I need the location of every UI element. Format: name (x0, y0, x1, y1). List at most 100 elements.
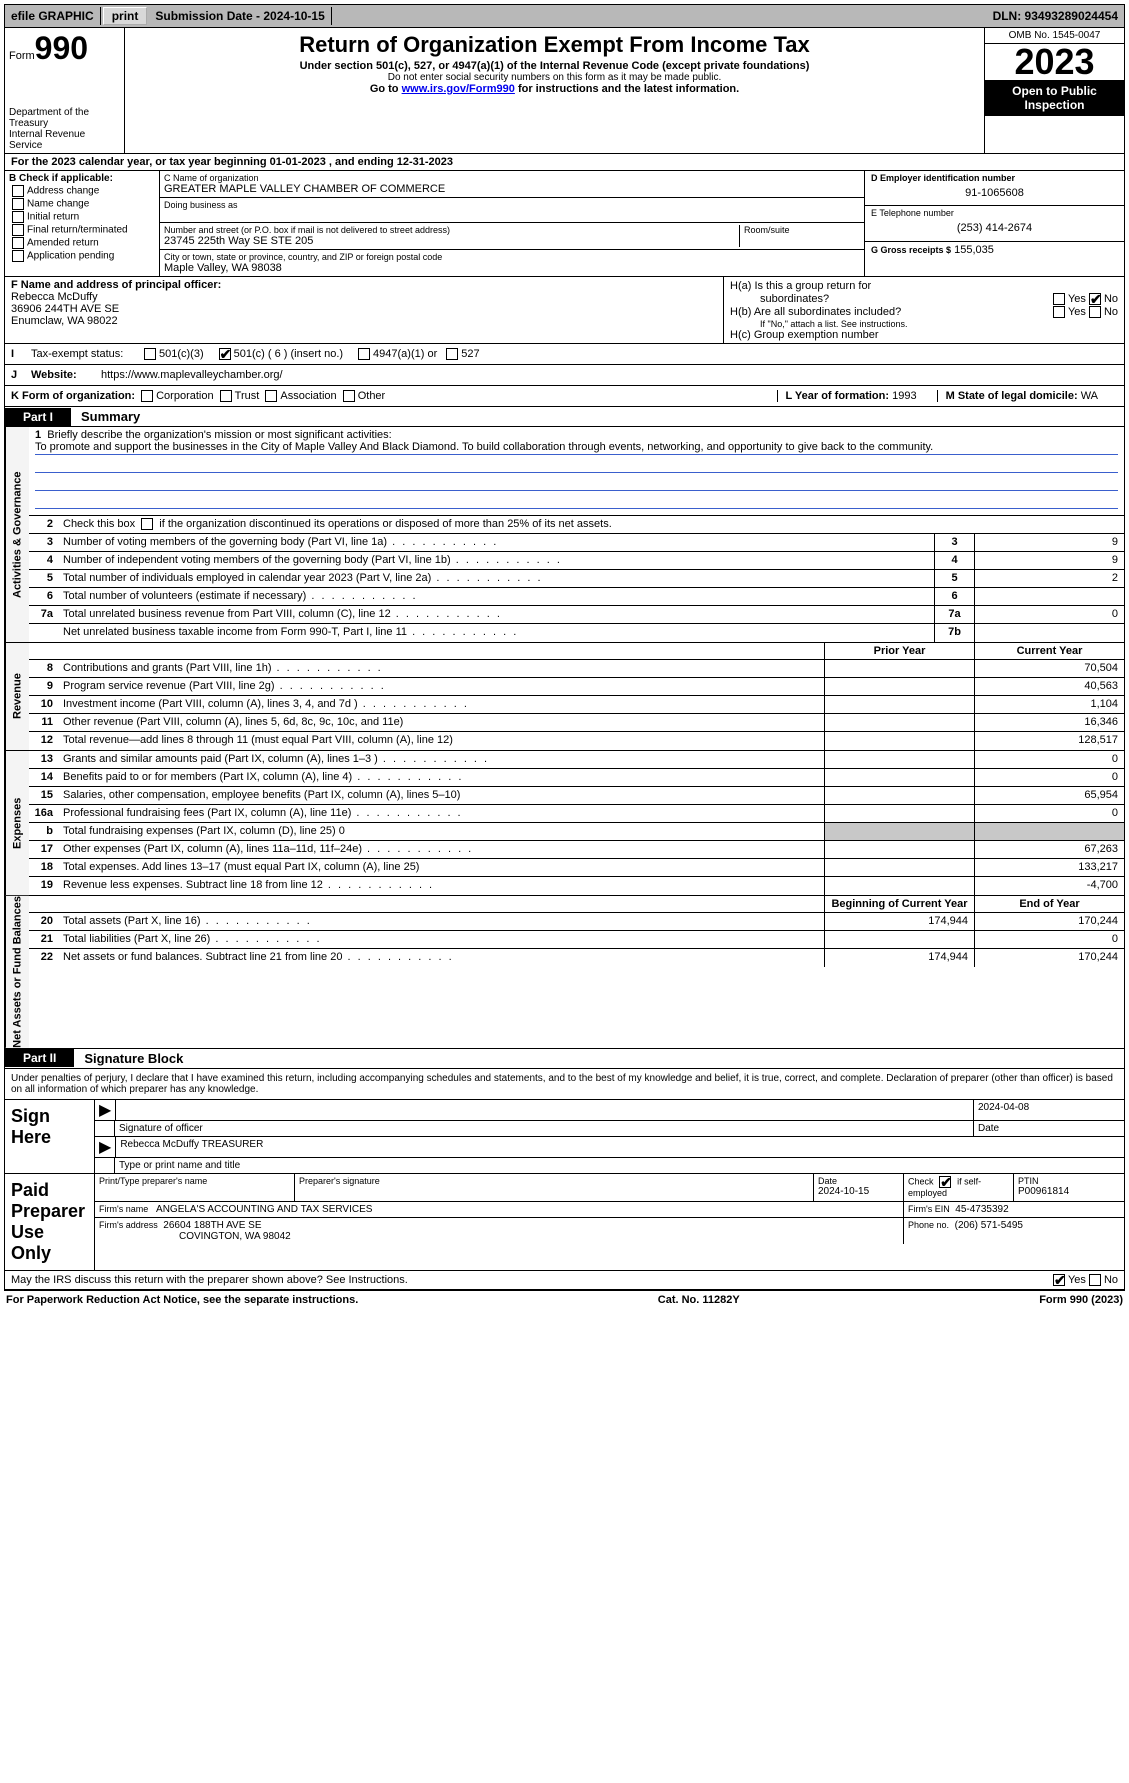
cb-501c[interactable] (219, 348, 231, 360)
discuss-row: May the IRS discuss this return with the… (4, 1271, 1125, 1290)
k-label: K Form of organization: (11, 390, 135, 402)
hdr-prior: Prior Year (824, 643, 974, 659)
cb-trust[interactable] (220, 390, 232, 402)
firm-addr-label: Firm's address (99, 1220, 158, 1230)
val-20p: 174,944 (824, 913, 974, 930)
cb-assoc[interactable] (265, 390, 277, 402)
val-10: 1,104 (974, 696, 1124, 713)
paid-preparer-label: Paid Preparer Use Only (5, 1174, 95, 1270)
line-21: Total liabilities (Part X, line 26) (59, 931, 824, 948)
prep-name-label: Print/Type preparer's name (99, 1176, 290, 1186)
cb-final[interactable]: Final return/terminated (9, 224, 155, 236)
val-5: 2 (974, 570, 1124, 587)
discuss-no[interactable] (1089, 1274, 1101, 1286)
org-name: GREATER MAPLE VALLEY CHAMBER OF COMMERCE (164, 183, 860, 195)
section-fh: F Name and address of principal officer:… (4, 277, 1125, 344)
website-label: Website: (31, 369, 101, 381)
hb-label: H(b) Are all subordinates included? (730, 306, 1050, 318)
ha-no[interactable] (1089, 293, 1101, 305)
box-f: F Name and address of principal officer:… (5, 277, 724, 343)
line-9: Program service revenue (Part VIII, line… (59, 678, 824, 695)
val-8c: 70,504 (974, 660, 1124, 677)
val-19: -4,700 (974, 877, 1124, 895)
officer-signature[interactable] (116, 1100, 974, 1120)
val-20c: 170,244 (974, 913, 1124, 930)
irs-link[interactable]: www.irs.gov/Form990 (402, 83, 515, 95)
line-7b: Net unrelated business taxable income fr… (59, 624, 934, 642)
subtitle-2: Do not enter social security numbers on … (129, 72, 980, 83)
footer-right: Form 990 (2023) (1039, 1294, 1123, 1306)
vtab-governance: Activities & Governance (5, 427, 29, 642)
goto-suffix: for instructions and the latest informat… (515, 83, 739, 95)
val-12: 128,517 (974, 732, 1124, 750)
val-6 (974, 588, 1124, 605)
vtab-revenue: Revenue (5, 643, 29, 750)
line-18: Total expenses. Add lines 13–17 (must eq… (59, 859, 824, 876)
ein-label: D Employer identification number (871, 173, 1118, 183)
line-7a: Total unrelated business revenue from Pa… (59, 606, 934, 623)
line-a: For the 2023 calendar year, or tax year … (4, 154, 1125, 171)
box-b: B Check if applicable: Address change Na… (5, 171, 160, 276)
org-name-label: C Name of organization (164, 173, 860, 183)
box-b-label: B Check if applicable: (9, 173, 155, 184)
firm-addr2: COVINGTON, WA 98042 (99, 1231, 291, 1242)
prep-date-label: Date (818, 1176, 899, 1186)
revenue-section: Revenue Prior YearCurrent Year 8Contribu… (4, 643, 1125, 751)
val-3: 9 (974, 534, 1124, 551)
cb-527[interactable] (446, 348, 458, 360)
m-label: M State of legal domicile: (946, 390, 1078, 402)
activities-governance: Activities & Governance 1 Briefly descri… (4, 427, 1125, 643)
line-6: Total number of volunteers (estimate if … (59, 588, 934, 605)
line-16b: Total fundraising expenses (Part IX, col… (59, 823, 824, 840)
type-name-label: Type or print name and title (115, 1158, 1124, 1173)
val-15: 65,954 (974, 787, 1124, 804)
line-13: Grants and similar amounts paid (Part IX… (59, 751, 824, 768)
cb-pending[interactable]: Application pending (9, 250, 155, 262)
line-3: Number of voting members of the governin… (59, 534, 934, 551)
val-18: 133,217 (974, 859, 1124, 876)
irs-label: Internal Revenue Service (9, 129, 120, 151)
cb-4947[interactable] (358, 348, 370, 360)
header-right: OMB No. 1545-0047 2023 Open to Public In… (984, 28, 1124, 153)
mission-blank2 (35, 477, 1118, 491)
cb-other[interactable] (343, 390, 355, 402)
ein-value: 91-1065608 (871, 187, 1118, 199)
form-header: Form990 Department of the Treasury Inter… (4, 28, 1125, 154)
cb-501c3[interactable] (144, 348, 156, 360)
hb-yes[interactable] (1053, 306, 1065, 318)
ptin-value: P00961814 (1018, 1186, 1120, 1197)
hb-no[interactable] (1089, 306, 1101, 318)
discuss-yes[interactable] (1053, 1274, 1065, 1286)
val-22p: 174,944 (824, 949, 974, 967)
cb-initial[interactable]: Initial return (9, 211, 155, 223)
line-5: Total number of individuals employed in … (59, 570, 934, 587)
l-label: L Year of formation: (786, 390, 890, 402)
footer-mid: Cat. No. 11282Y (658, 1294, 740, 1306)
dln-label: DLN: 93493289024454 (987, 7, 1124, 25)
line-4: Number of independent voting members of … (59, 552, 934, 569)
footer-left: For Paperwork Reduction Act Notice, see … (6, 1294, 358, 1306)
cb-address[interactable]: Address change (9, 185, 155, 197)
line-22: Net assets or fund balances. Subtract li… (59, 949, 824, 967)
cb-name[interactable]: Name change (9, 198, 155, 210)
cb-amended[interactable]: Amended return (9, 237, 155, 249)
expenses-section: Expenses 13Grants and similar amounts pa… (4, 751, 1125, 896)
ha-yes[interactable] (1053, 293, 1065, 305)
val-21c: 0 (974, 931, 1124, 948)
line-12: Total revenue—add lines 8 through 11 (mu… (59, 732, 824, 750)
cb-self-employed[interactable] (939, 1176, 951, 1188)
vtab-netassets: Net Assets or Fund Balances (5, 896, 29, 1048)
firm-phone-label: Phone no. (908, 1220, 949, 1230)
firm-ein: 45-4735392 (955, 1204, 1008, 1215)
city-label: City or town, state or province, country… (164, 252, 860, 262)
print-button[interactable]: print (103, 7, 148, 25)
net-assets-section: Net Assets or Fund Balances Beginning of… (4, 896, 1125, 1049)
cb-line2[interactable] (141, 518, 153, 530)
arrow-icon-2: ▶ (95, 1137, 116, 1157)
box-c: C Name of organization GREATER MAPLE VAL… (160, 171, 864, 276)
val-14: 0 (974, 769, 1124, 786)
hb-note: If "No," attach a list. See instructions… (730, 319, 1118, 329)
sign-here-block: Sign Here ▶ 2024-04-08 Signature of offi… (4, 1100, 1125, 1174)
cb-corp[interactable] (141, 390, 153, 402)
ha-label: H(a) Is this a group return for (730, 280, 1118, 292)
